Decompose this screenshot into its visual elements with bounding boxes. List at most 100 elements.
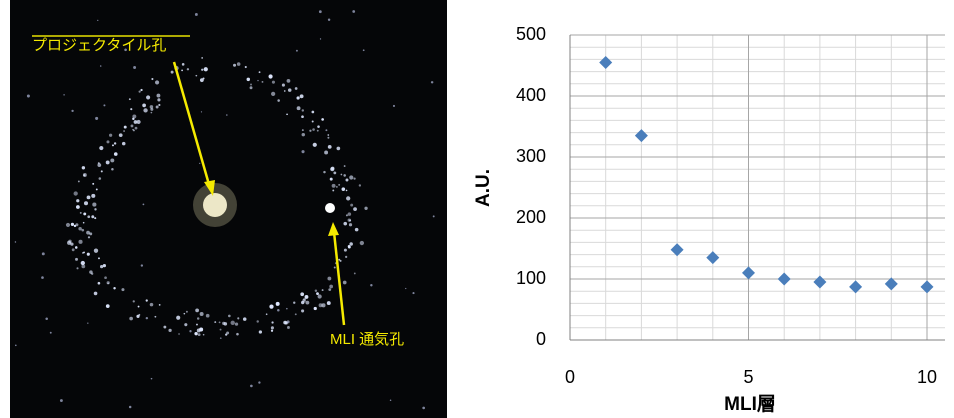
photo-dot [271,92,275,96]
photo-dot [320,38,321,39]
photo-dot [312,111,315,114]
photo-dot [302,129,304,131]
photo-dot [66,223,70,227]
photo-dot [111,168,114,171]
photo-dot [132,129,134,131]
photo-dot [196,324,198,326]
photo-dot [76,205,80,209]
photo-dot [134,120,138,124]
photo-dot [178,333,180,335]
photo-dot [140,89,142,91]
y-tick-label: 0 [536,329,546,349]
photo-dot [143,203,145,205]
photo-dot [158,104,160,106]
photo-dot [317,294,321,298]
photo-dot [133,300,135,302]
photo-dot [74,191,78,195]
photo-dot [226,114,228,116]
page: プロジェクタイル孔 MLI 通気孔 MLI層 A.U. 010020030040… [0,0,954,418]
photo-dot [305,295,309,299]
photo-dot [71,110,73,112]
photo-dot [107,281,110,284]
point [599,56,612,69]
photo-dot [168,329,171,332]
photo-dot [112,144,114,146]
photo-dot [327,134,329,136]
photo-dot [156,106,159,109]
photo-dot [94,292,98,296]
photo-dot [312,120,314,122]
photo-dot [206,314,210,318]
photo-dot [182,63,185,66]
photo-dot [141,264,143,266]
photo-dot [200,312,204,316]
photo-dot [317,125,320,128]
photo-dot [353,207,357,211]
photo-dot [68,240,71,243]
photo-dot [422,407,425,410]
photo-dot [83,174,85,176]
x-axis-label: MLI層 [724,393,776,415]
photo-dot [332,190,334,192]
photo-dot [345,179,348,182]
photo-dot [197,317,199,319]
photo-dot [150,303,154,307]
photo-dot [78,227,81,230]
photo-dot [181,69,183,71]
photo-dot [258,381,260,383]
photo-dot [201,69,203,71]
photo-dot [333,171,336,174]
photo-dot [130,108,132,110]
photo-dot [302,109,304,111]
photo-dot [114,142,116,144]
photo-dot [256,320,258,322]
photo-dot [224,322,227,325]
photo-dot [113,287,115,289]
photo-dot [91,215,94,218]
photo-dot [76,199,79,202]
photo-dot [330,178,333,181]
photo-dot [92,183,94,185]
photo-dot [109,134,112,137]
photo-dot [257,80,258,81]
y-tick-label: 200 [516,207,546,227]
photo-dot [81,261,85,265]
photo-dot [201,111,202,112]
photo-dot [129,406,132,409]
photo-dot [269,305,273,309]
x-tick-label: 0 [565,367,575,387]
photo-dot [27,95,30,98]
vent-hole [325,203,335,213]
photo-dot [319,303,323,307]
photo-dot [106,304,110,308]
photo-dot [99,177,102,180]
photo-dot [198,333,201,336]
photo-dot [78,240,82,244]
photo-dot [99,146,103,150]
photo-dot [154,316,156,318]
photo-dot [343,174,346,177]
photo-dot [327,301,331,305]
photo-dot [203,334,205,336]
photo-dot [322,289,324,291]
photo-dot [157,94,161,98]
photo-dot [293,302,295,304]
photo-dot [315,290,317,292]
photo-dot [186,311,188,313]
photo-dot [346,190,348,192]
photo-dot [88,236,90,238]
photo-dot [75,246,78,249]
photo-dot [300,94,304,98]
photo-dot [184,313,186,315]
photo-dot [345,256,347,258]
point [813,276,826,289]
photo-dot [353,178,355,180]
photo-dot [106,140,109,143]
photo-dot [220,329,222,331]
photo-dot [171,71,174,74]
photo-dot [250,83,252,85]
photo-dot [151,112,153,114]
y-tick-label: 500 [516,24,546,44]
photo-dot [344,165,346,167]
photo-dot [319,10,322,13]
